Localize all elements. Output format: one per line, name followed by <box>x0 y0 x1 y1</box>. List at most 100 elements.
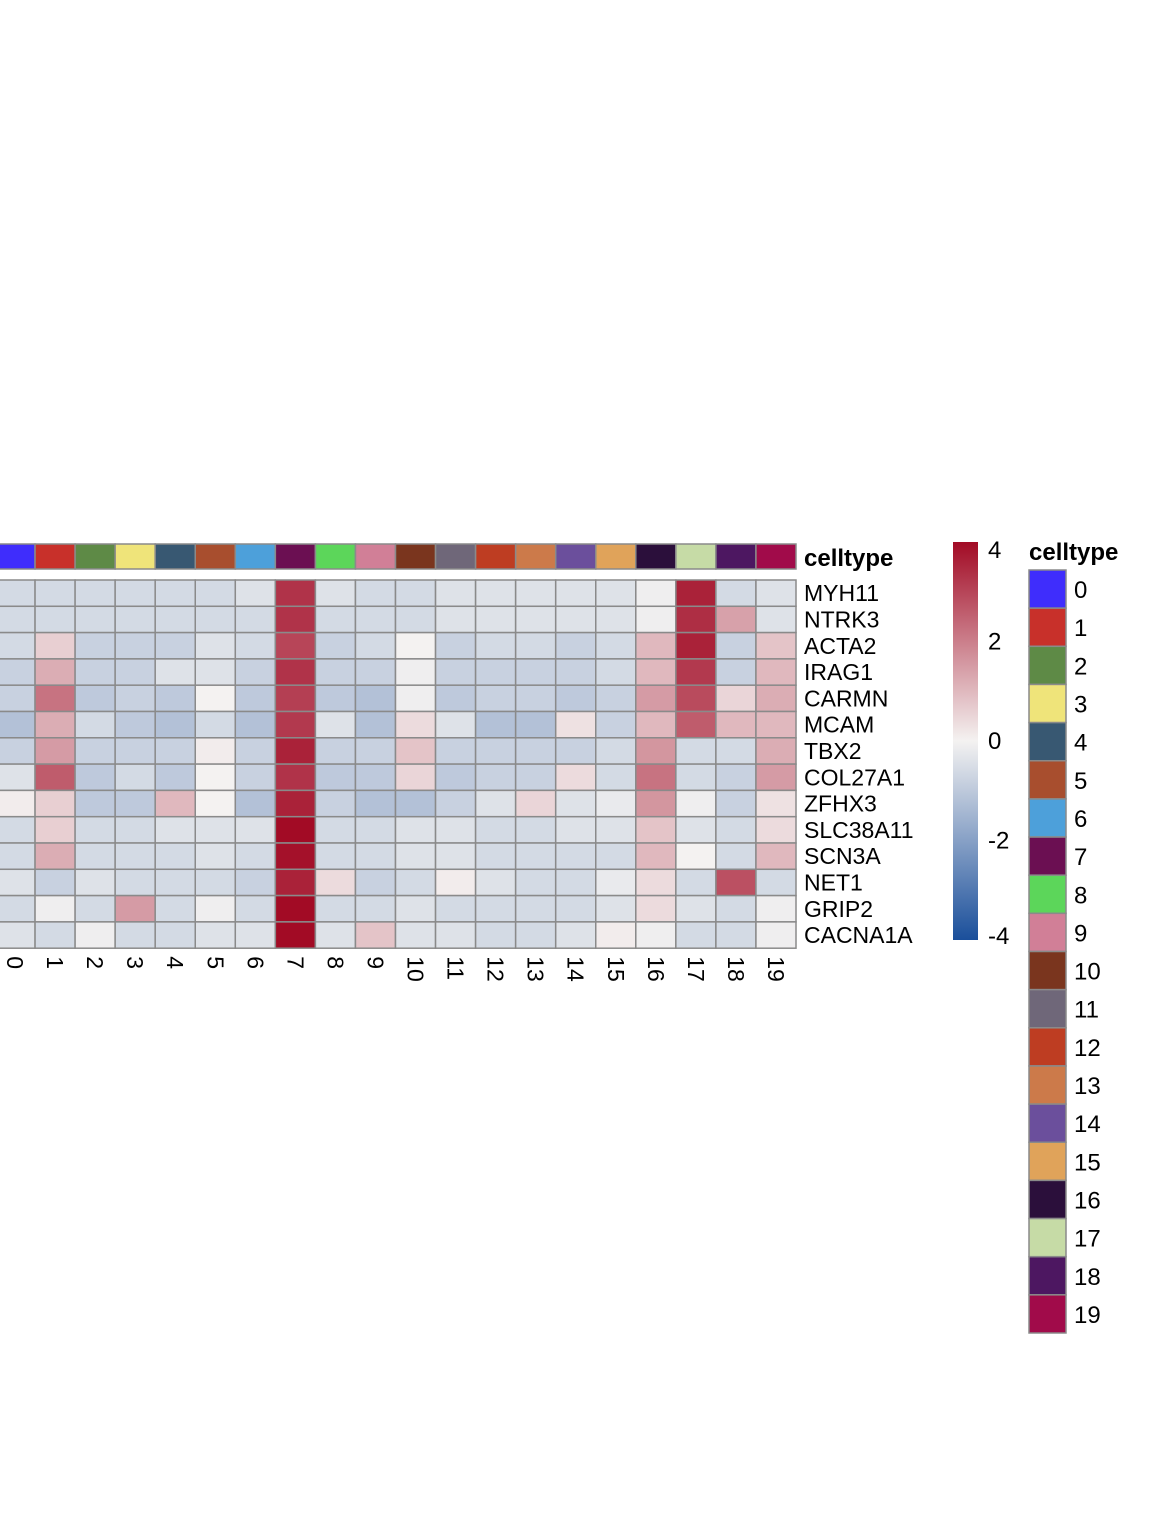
heat-cell <box>554 631 597 660</box>
heat-cell <box>274 894 317 923</box>
cluster-label: 5 <box>202 956 228 969</box>
cluster-label: 6 <box>242 956 268 969</box>
heat-cell <box>675 894 717 923</box>
heat-cell <box>394 842 437 871</box>
heat-cell <box>595 789 637 818</box>
heat-cell <box>434 921 477 949</box>
cluster-label: 1 <box>42 956 68 969</box>
heat-cell <box>0 842 36 871</box>
heat-cell <box>554 815 597 844</box>
heat-cell <box>114 868 156 897</box>
cluster-label: 17 <box>683 956 709 982</box>
heat-cell <box>0 921 36 949</box>
heat-cell <box>394 789 437 818</box>
heat-cell <box>595 684 637 713</box>
heat-cell <box>474 868 517 897</box>
annotation-cell-4 <box>154 543 196 570</box>
heat-cell <box>514 579 557 608</box>
annotation-cell-14 <box>554 543 597 570</box>
heat-cell <box>314 737 357 765</box>
heat-cell <box>234 921 277 949</box>
heat-cell <box>314 789 357 818</box>
heat-cell <box>274 842 317 871</box>
annotation-cell-8 <box>314 543 357 570</box>
cluster-labels: 0 1 2 3 4 5 6 7 8 9 10 11 12 13 14 15 16 17 18 19 <box>2 956 789 982</box>
heat-cell <box>234 868 277 897</box>
heat-cell <box>0 579 36 608</box>
heat-cell <box>114 815 156 844</box>
gene-label: GRIP2 <box>804 896 873 922</box>
heat-cell <box>274 921 317 949</box>
heat-cell <box>74 789 116 818</box>
heat-cell <box>354 894 397 923</box>
heat-cell <box>194 868 237 897</box>
legend-swatch-16 <box>1028 1179 1067 1220</box>
heat-cell <box>74 605 116 634</box>
annotation-cell-16 <box>635 543 677 570</box>
heat-cell <box>715 815 757 844</box>
colorbar-tick: 0 <box>988 728 1001 755</box>
heat-cell <box>755 763 797 792</box>
heat-cell <box>755 684 797 713</box>
heat-cell <box>114 842 156 871</box>
heat-cell <box>354 842 397 871</box>
heat-cell <box>595 631 637 660</box>
heat-cell <box>154 710 196 739</box>
gene-label: TBX2 <box>804 738 862 764</box>
legend-swatch-8 <box>1028 874 1067 915</box>
legend-label: 1 <box>1074 615 1087 642</box>
heat-cell <box>394 710 437 739</box>
heat-cell <box>34 894 76 923</box>
heat-cell <box>34 605 76 634</box>
heat-cell <box>194 737 237 765</box>
cluster-label: 7 <box>282 956 308 969</box>
heat-cell <box>314 921 357 949</box>
heat-cell <box>314 842 357 871</box>
heat-cell <box>274 789 317 818</box>
heat-cell <box>314 763 357 792</box>
colorbar-tick: -4 <box>988 923 1009 950</box>
heat-cell <box>154 605 196 634</box>
legend-swatch-2 <box>1028 645 1067 686</box>
heat-cell <box>274 710 317 739</box>
legend-label: 12 <box>1074 1035 1101 1062</box>
heat-cell <box>354 605 397 634</box>
heat-cell <box>34 684 76 713</box>
heat-cell <box>74 658 116 686</box>
heat-cell <box>675 579 717 608</box>
legend-label: 14 <box>1074 1111 1101 1138</box>
heat-cell <box>74 631 116 660</box>
heat-cell <box>354 868 397 897</box>
heat-cell <box>0 789 36 818</box>
heat-cell <box>675 684 717 713</box>
heat-cell <box>434 579 477 608</box>
heat-cell <box>34 763 76 792</box>
legend-label: 4 <box>1074 730 1087 757</box>
heat-cell <box>755 658 797 686</box>
colorbar-gradient <box>953 542 978 940</box>
cluster-label: 13 <box>523 956 549 982</box>
legend-swatch-1 <box>1028 607 1067 648</box>
heat-cell <box>0 763 36 792</box>
annotation-cell-13 <box>514 543 557 570</box>
heat-cell <box>74 710 116 739</box>
heat-cell <box>0 631 36 660</box>
heat-cell <box>194 658 237 686</box>
heat-cell <box>554 763 597 792</box>
heat-cell <box>715 789 757 818</box>
heat-cell <box>715 579 757 608</box>
heat-cell <box>675 763 717 792</box>
heat-cell <box>635 605 677 634</box>
heat-cell <box>194 710 237 739</box>
heat-cell <box>715 658 757 686</box>
heatmap-cells <box>0 579 797 949</box>
heat-cell <box>474 605 517 634</box>
heat-cell <box>314 579 357 608</box>
heat-cell <box>74 921 116 949</box>
heat-cell <box>434 763 477 792</box>
heat-cell <box>34 579 76 608</box>
legend-label: 13 <box>1074 1073 1101 1100</box>
heat-cell <box>434 631 477 660</box>
heat-cell <box>474 684 517 713</box>
heat-cell <box>715 868 757 897</box>
